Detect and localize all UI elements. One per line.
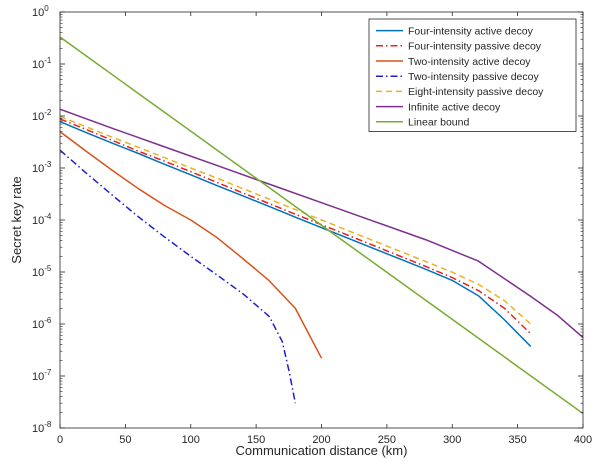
y-tick-label: 100 xyxy=(32,4,49,19)
y-tick-label: 10-8 xyxy=(32,420,52,435)
y-axis-label: Secret key rate xyxy=(9,176,24,263)
legend-box xyxy=(368,18,577,132)
y-tick-label: 10-7 xyxy=(32,368,52,383)
legend: Four-intensity active decoy Four-intensit… xyxy=(368,18,577,132)
series-line-6 xyxy=(60,108,583,339)
y-tick-base: 10 xyxy=(32,59,44,71)
y-tick-label: 10-3 xyxy=(32,160,52,175)
y-tick-exponent: -5 xyxy=(44,264,52,273)
legend-entry-2: Four-intensity passive decoy xyxy=(408,41,542,53)
x-tick-label: 400 xyxy=(574,434,592,446)
y-tick-exponent: -8 xyxy=(44,420,52,429)
series-line-7 xyxy=(60,36,583,415)
y-tick-base: 10 xyxy=(32,163,44,175)
x-tick-label: 350 xyxy=(508,434,526,446)
series-line-5 xyxy=(60,115,532,325)
y-tick-exponent: -6 xyxy=(44,316,52,325)
x-tick-label: 50 xyxy=(119,434,131,446)
x-tick-label: 250 xyxy=(378,434,396,446)
y-tick-label: 10-1 xyxy=(32,56,52,71)
x-tick-label: 0 xyxy=(57,434,63,446)
series-layer xyxy=(60,36,583,415)
y-tick-label: 10-4 xyxy=(32,212,52,227)
y-tick-label: 10-5 xyxy=(32,264,52,279)
y-tick-base: 10 xyxy=(32,319,44,331)
x-tick-label: 200 xyxy=(312,434,330,446)
series-line-4 xyxy=(60,149,297,404)
x-tick-label: 150 xyxy=(247,434,265,446)
legend-entry-3: Two-intensity active decoy xyxy=(408,56,531,68)
y-tick-exponent: -1 xyxy=(44,56,52,65)
y-tick-exponent: -2 xyxy=(44,108,52,117)
y-tick-base: 10 xyxy=(32,7,44,19)
legend-entry-1: Four-intensity active decoy xyxy=(408,25,534,37)
y-tick-base: 10 xyxy=(32,111,44,123)
y-tick-base: 10 xyxy=(32,267,44,279)
x-tick-label: 300 xyxy=(443,434,461,446)
y-tick-exponent: -7 xyxy=(44,368,52,377)
y-tick-base: 10 xyxy=(32,215,44,227)
series-line-2 xyxy=(60,118,532,335)
legend-entry-7: Linear bound xyxy=(408,117,469,129)
legend-entry-4: Two-intensity passive decoy xyxy=(408,71,539,83)
y-tick-label: 10-6 xyxy=(32,316,52,331)
axes-layer: 0 50 100 150 200 250 300 350 40010010-110-210-31… xyxy=(32,4,592,446)
series-line-3 xyxy=(60,131,323,359)
y-tick-base: 10 xyxy=(32,371,44,383)
series-line-1 xyxy=(60,120,532,347)
x-axis-label: Communication distance (km) xyxy=(236,443,408,458)
y-tick-base: 10 xyxy=(32,423,44,435)
legend-entry-6: Infinite active decoy xyxy=(408,101,501,113)
y-tick-exponent: -4 xyxy=(44,212,52,221)
y-tick-exponent: 0 xyxy=(44,4,49,13)
x-tick-label: 100 xyxy=(182,434,200,446)
y-tick-exponent: -3 xyxy=(44,160,52,169)
legend-entry-5: Eight-intensity passive decoy xyxy=(408,86,544,98)
y-tick-label: 10-2 xyxy=(32,108,52,123)
